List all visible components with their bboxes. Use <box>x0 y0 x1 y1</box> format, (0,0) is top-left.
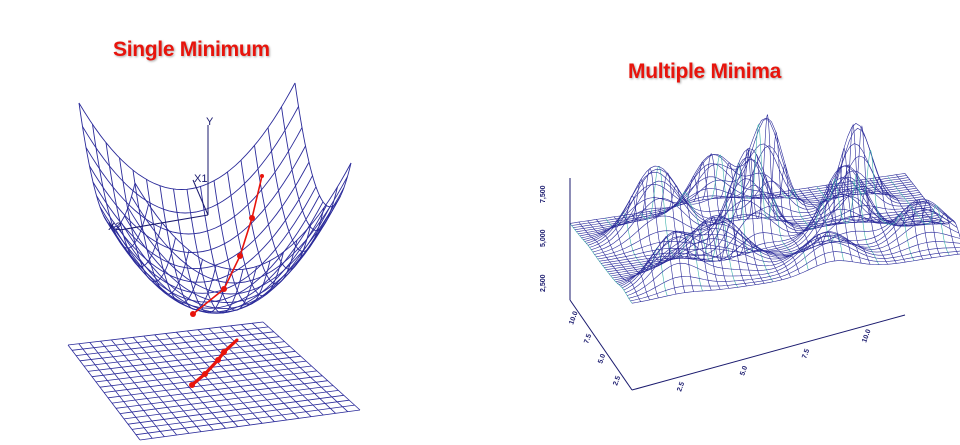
plane-grid-line <box>219 326 312 417</box>
plane-grid-line <box>139 409 361 441</box>
surface-grid-line <box>605 193 941 270</box>
descent-step-point <box>235 338 239 342</box>
z-tick-7500: 7,500 <box>540 185 547 203</box>
descent-step-point <box>189 382 195 388</box>
descent-step-point <box>260 174 264 178</box>
plane-grid-line <box>115 380 328 409</box>
surface-grid-line <box>816 173 880 265</box>
plane-grid-line <box>123 390 339 420</box>
single-minimum-title: Single Minimum <box>113 38 270 61</box>
surface-grid-line <box>860 177 924 260</box>
surface-grid-line <box>617 201 953 284</box>
surface-grid-line <box>622 209 958 289</box>
bowl-surface <box>78 82 352 314</box>
plane-grid-line <box>107 370 317 399</box>
surface-grid-line <box>887 175 950 256</box>
x-tick-2-5: 2.5 <box>676 381 686 393</box>
bowl-grid-line <box>294 82 352 208</box>
y-tick-7-5: 7.5 <box>583 333 593 345</box>
surface-grid-line <box>843 125 906 263</box>
surface-grid-line <box>625 231 960 294</box>
multiple-minima-title: Multiple Minima <box>628 60 782 83</box>
bowl-grid-line <box>113 206 331 314</box>
descent-step-point <box>237 253 243 259</box>
bowl-grid-line <box>134 162 352 270</box>
surface-grid-line <box>630 250 960 302</box>
descent-path-surface <box>190 174 264 317</box>
plane-grid-line <box>251 323 349 412</box>
descent-path-plane <box>189 338 239 388</box>
bowl-grid-line <box>267 127 325 252</box>
multiple-minima-axes: 2,500 5,000 7,500 2.5 5.0 7.5 10.0 2.5 5… <box>540 178 906 393</box>
multiple-minima-surface <box>569 114 960 304</box>
descent-step-point <box>249 215 255 221</box>
axis-label-x2: X2 <box>108 221 121 233</box>
bowl-grid-line <box>254 145 311 270</box>
z-tick-5000: 5,000 <box>540 229 547 247</box>
axis-label-y: Y <box>206 116 214 128</box>
projection-plane <box>67 321 361 441</box>
surface-grid-line <box>851 149 915 261</box>
axis-label-x1: X1 <box>194 173 207 185</box>
bowl-grid-line <box>281 106 338 232</box>
y-tick-5-0: 5.0 <box>597 353 607 365</box>
bowl-grid-line <box>120 201 338 310</box>
descent-step-point <box>221 349 227 355</box>
surface-grid-line <box>763 131 827 263</box>
surface-grid-line <box>825 147 888 265</box>
plane-grid-line <box>230 325 324 416</box>
z-tick-2500: 2,500 <box>540 274 547 292</box>
surface-grid-line <box>618 198 955 285</box>
x-tick-5-0: 5.0 <box>739 365 749 377</box>
surface-grid-line <box>628 242 960 299</box>
bowl-grid-line <box>213 180 271 306</box>
bowl-grid-line <box>110 205 327 313</box>
plane-grid-line <box>262 321 361 411</box>
bowl-grid-line <box>78 82 296 190</box>
surface-grid-line <box>599 159 935 262</box>
bowl-grid-line <box>131 176 348 284</box>
surface-grid-line <box>878 177 941 257</box>
x-tick-10-0: 10.0 <box>861 328 872 343</box>
surface-grid-line <box>612 176 948 279</box>
surface-grid-line <box>754 114 818 267</box>
bowl-grid-line <box>200 186 257 311</box>
descent-step-point <box>202 371 208 377</box>
plane-grid-line <box>135 404 355 436</box>
descent-step-point <box>221 286 227 292</box>
plane-grid-line <box>111 375 323 404</box>
surface-grid-line <box>895 174 959 255</box>
descent-step-point <box>190 311 196 317</box>
y-tick-10-0: 10.0 <box>568 310 579 325</box>
surface-grid-line <box>904 173 960 239</box>
surface-grid-line <box>781 189 844 261</box>
surface-grid-line <box>626 234 960 296</box>
surface-grid-line <box>620 201 956 287</box>
plane-grid-line <box>119 385 334 414</box>
plane-grid-line <box>127 394 344 425</box>
plane-grid-line <box>131 399 350 430</box>
x-tick-7-5: 7.5 <box>801 348 811 360</box>
descent-step-point <box>215 357 221 363</box>
bowl-grid-line <box>127 187 345 295</box>
surface-grid-line <box>623 220 959 291</box>
bowl-grid-line <box>227 171 284 297</box>
surface-grid-line <box>834 123 897 264</box>
bowl-axes: Y X1 X2 <box>108 116 214 233</box>
bowl-grid-line <box>124 195 341 303</box>
plane-grid-line <box>241 324 336 414</box>
y-tick-2-5: 2.5 <box>612 375 622 387</box>
surface-grid-line <box>631 253 960 304</box>
